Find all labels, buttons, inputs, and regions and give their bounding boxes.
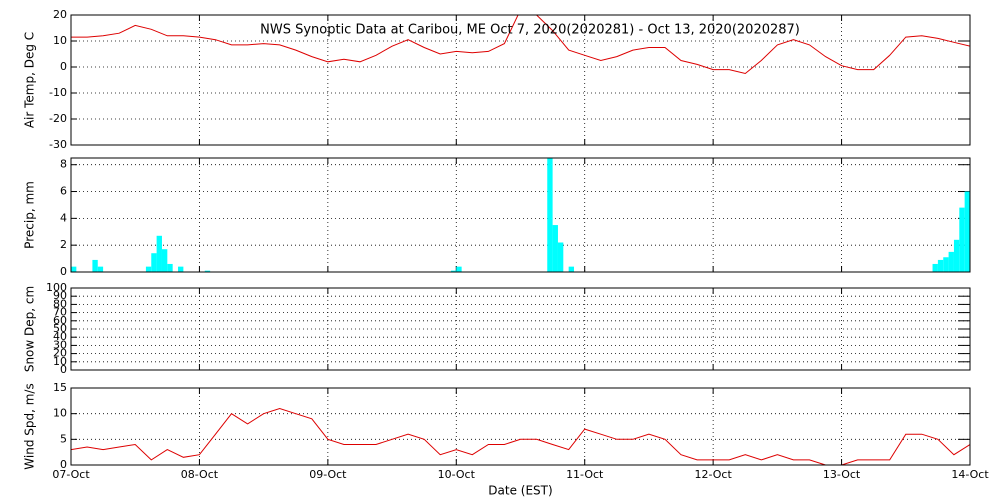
bar	[568, 266, 575, 272]
y-axis-label: Snow Dep, cm	[23, 286, 37, 372]
bar	[178, 266, 184, 272]
x-tick-label: 11-Oct	[566, 468, 604, 481]
bar	[156, 235, 162, 272]
frame	[70, 157, 971, 273]
data	[71, 15, 970, 75]
y-tick-label: 6	[60, 185, 67, 198]
bar	[547, 158, 553, 272]
panel: 0 5 10 15 07-Oct 08-Oct 09-Oct 10-Oct 11-Oct 12-O…	[23, 381, 990, 498]
y-tick-label: -30	[49, 138, 67, 151]
bar	[450, 270, 457, 272]
y-axis-label: Precip, mm	[23, 181, 37, 249]
y-tick-label: 0	[60, 265, 67, 278]
y-tick-label: -10	[49, 86, 67, 99]
y-tick-label: 5	[60, 432, 67, 445]
bar	[71, 266, 77, 272]
bar	[151, 253, 157, 272]
y-tick-label: 0	[60, 458, 67, 471]
bar	[937, 259, 944, 272]
data-line	[71, 15, 970, 75]
bar	[932, 263, 938, 272]
y-tick-label: 90	[53, 289, 67, 302]
y-tick-label: 50	[53, 322, 67, 335]
y-tick-label: 80	[53, 297, 67, 310]
bar	[557, 242, 564, 272]
bar	[167, 263, 173, 272]
y-tick-label: 40	[53, 330, 67, 343]
y-tick-label: 70	[53, 306, 67, 319]
chart-title: NWS Synoptic Data at Caribou, ME Oct 7, …	[260, 23, 800, 38]
y-tick-label: 10	[53, 34, 67, 47]
y-tick-label: 10	[53, 407, 67, 420]
data	[71, 158, 970, 272]
bar	[161, 249, 168, 272]
bar	[145, 266, 152, 272]
bar	[92, 259, 98, 272]
x-tick-label: 13-Oct	[823, 468, 861, 481]
x-axis-label: Date (EST)	[488, 484, 552, 498]
frame	[70, 387, 971, 466]
y-tick-label: 0	[60, 363, 67, 376]
frame	[70, 14, 971, 146]
x-tick-label: 14-Oct	[951, 468, 989, 481]
bar	[959, 207, 965, 272]
bar	[964, 191, 970, 272]
frame	[70, 287, 971, 371]
bar	[552, 225, 558, 272]
bar	[953, 239, 960, 272]
x-tick-label: 07-Oct	[52, 468, 90, 481]
y-tick-label: 8	[60, 158, 67, 171]
y-tick-label: 60	[53, 314, 67, 327]
y-tick-label: 2	[60, 238, 67, 251]
data	[71, 407, 970, 465]
y-axis-label: Wind Spd, m/s	[23, 383, 37, 469]
panel: -30 -20 -10 0 10 20 Air Temp, Deg C NWS Synopti…	[23, 8, 971, 151]
x-tick-label: 09-Oct	[309, 468, 347, 481]
bar	[456, 266, 462, 272]
y-tick-label: 20	[53, 8, 67, 21]
x-tick-label: 10-Oct	[438, 468, 476, 481]
y-tick-label: 100	[46, 281, 67, 294]
y-tick-label: 20	[53, 347, 67, 360]
y-axis-label: Air Temp, Deg C	[23, 32, 37, 128]
bar	[948, 251, 954, 272]
y-tick-label: 30	[53, 338, 67, 351]
y-tick-label: 15	[53, 381, 67, 394]
data-line	[71, 407, 970, 465]
y-tick-label: 10	[53, 355, 67, 368]
x-tick-label: 08-Oct	[181, 468, 219, 481]
y-tick-label: -20	[49, 112, 67, 125]
x-tick-label: 12-Oct	[694, 468, 732, 481]
bar	[943, 257, 949, 272]
bar	[204, 270, 211, 272]
panel: 0 2 4 6 8 Precip, mm	[23, 157, 971, 278]
bar	[97, 266, 104, 272]
y-tick-label: 4	[60, 211, 67, 224]
y-tick-label: 0	[60, 60, 67, 73]
